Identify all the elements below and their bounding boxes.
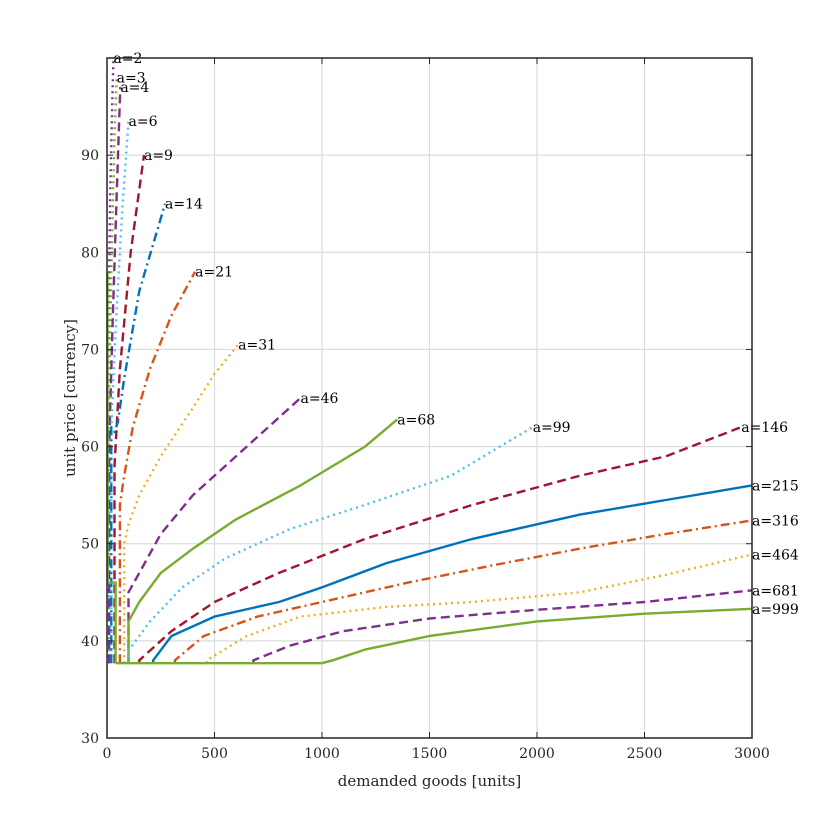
- x-tick-label: 3000: [734, 746, 770, 762]
- series-label-a-215: a=215: [752, 478, 799, 494]
- y-tick-label: 50: [81, 537, 99, 553]
- series-line-a-9: [113, 154, 146, 664]
- series-label-a-9: a=9: [144, 148, 173, 164]
- x-tick-label: 1500: [412, 746, 448, 762]
- series-label-a-2: a=2: [113, 51, 142, 67]
- y-tick-label: 90: [81, 148, 99, 164]
- series-label-a-21: a=21: [195, 265, 233, 281]
- x-tick-label: 1000: [304, 746, 340, 762]
- y-tick-label: 80: [81, 245, 99, 261]
- series-label-a-68: a=68: [397, 412, 435, 428]
- x-tick-label: 500: [201, 746, 228, 762]
- series-group: [106, 57, 753, 665]
- series-label-a-99: a=99: [533, 420, 571, 436]
- series-label-a-46: a=46: [301, 391, 339, 407]
- x-tick-label: 0: [103, 746, 112, 762]
- series-line-a-14: [110, 203, 167, 664]
- series-line-a-99: [127, 426, 534, 664]
- y-tick-label: 60: [81, 440, 99, 456]
- series-line-a-4: [108, 87, 122, 664]
- series-line-a-316: [173, 519, 753, 664]
- y-axis-label: unit price [currency]: [61, 319, 79, 477]
- series-label-a-464: a=464: [752, 547, 799, 563]
- series-line-a-21: [118, 271, 197, 664]
- series-line-a-2: [106, 57, 115, 664]
- y-tick-label: 40: [81, 634, 99, 650]
- series-label-a-316: a=316: [752, 513, 799, 529]
- series-labels: a=2 a=3a=4 a=6 a=9 a=14 a=21 a=31 a=46 a=68 a=99 a…: [113, 51, 798, 618]
- series-label-a-4: a=4: [120, 80, 149, 96]
- y-tick-label: 30: [81, 731, 99, 747]
- series-line-a-464: [205, 553, 753, 664]
- series-label-a-6: a=6: [129, 114, 158, 130]
- series-label-a-3: a=3: [117, 70, 146, 86]
- series-label-a-31: a=31: [238, 338, 276, 354]
- series-line-a-31: [123, 343, 240, 664]
- series-label-a-681: a=681: [752, 583, 799, 599]
- y-tick-label: 70: [81, 342, 99, 358]
- series-label-a-999: a=999: [752, 602, 799, 618]
- x-axis-label: demanded goods [units]: [338, 772, 521, 790]
- series-label-a-14: a=14: [165, 197, 203, 213]
- axis-ticks: 0 500 1000 1500 2000 2500 3000 30 40 50 60 70 80 90: [81, 58, 770, 762]
- series-line-a-146: [138, 425, 742, 664]
- series-label-a-146: a=146: [741, 420, 788, 436]
- series-line-a-68: [127, 418, 399, 664]
- grid: [106, 58, 753, 739]
- x-tick-label: 2000: [519, 746, 555, 762]
- series-line-a-681: [252, 589, 753, 664]
- x-tick-label: 2500: [627, 746, 663, 762]
- series-line-a-46: [127, 397, 302, 664]
- series-line-a-215: [152, 484, 753, 664]
- series-line-a-999: [321, 607, 753, 665]
